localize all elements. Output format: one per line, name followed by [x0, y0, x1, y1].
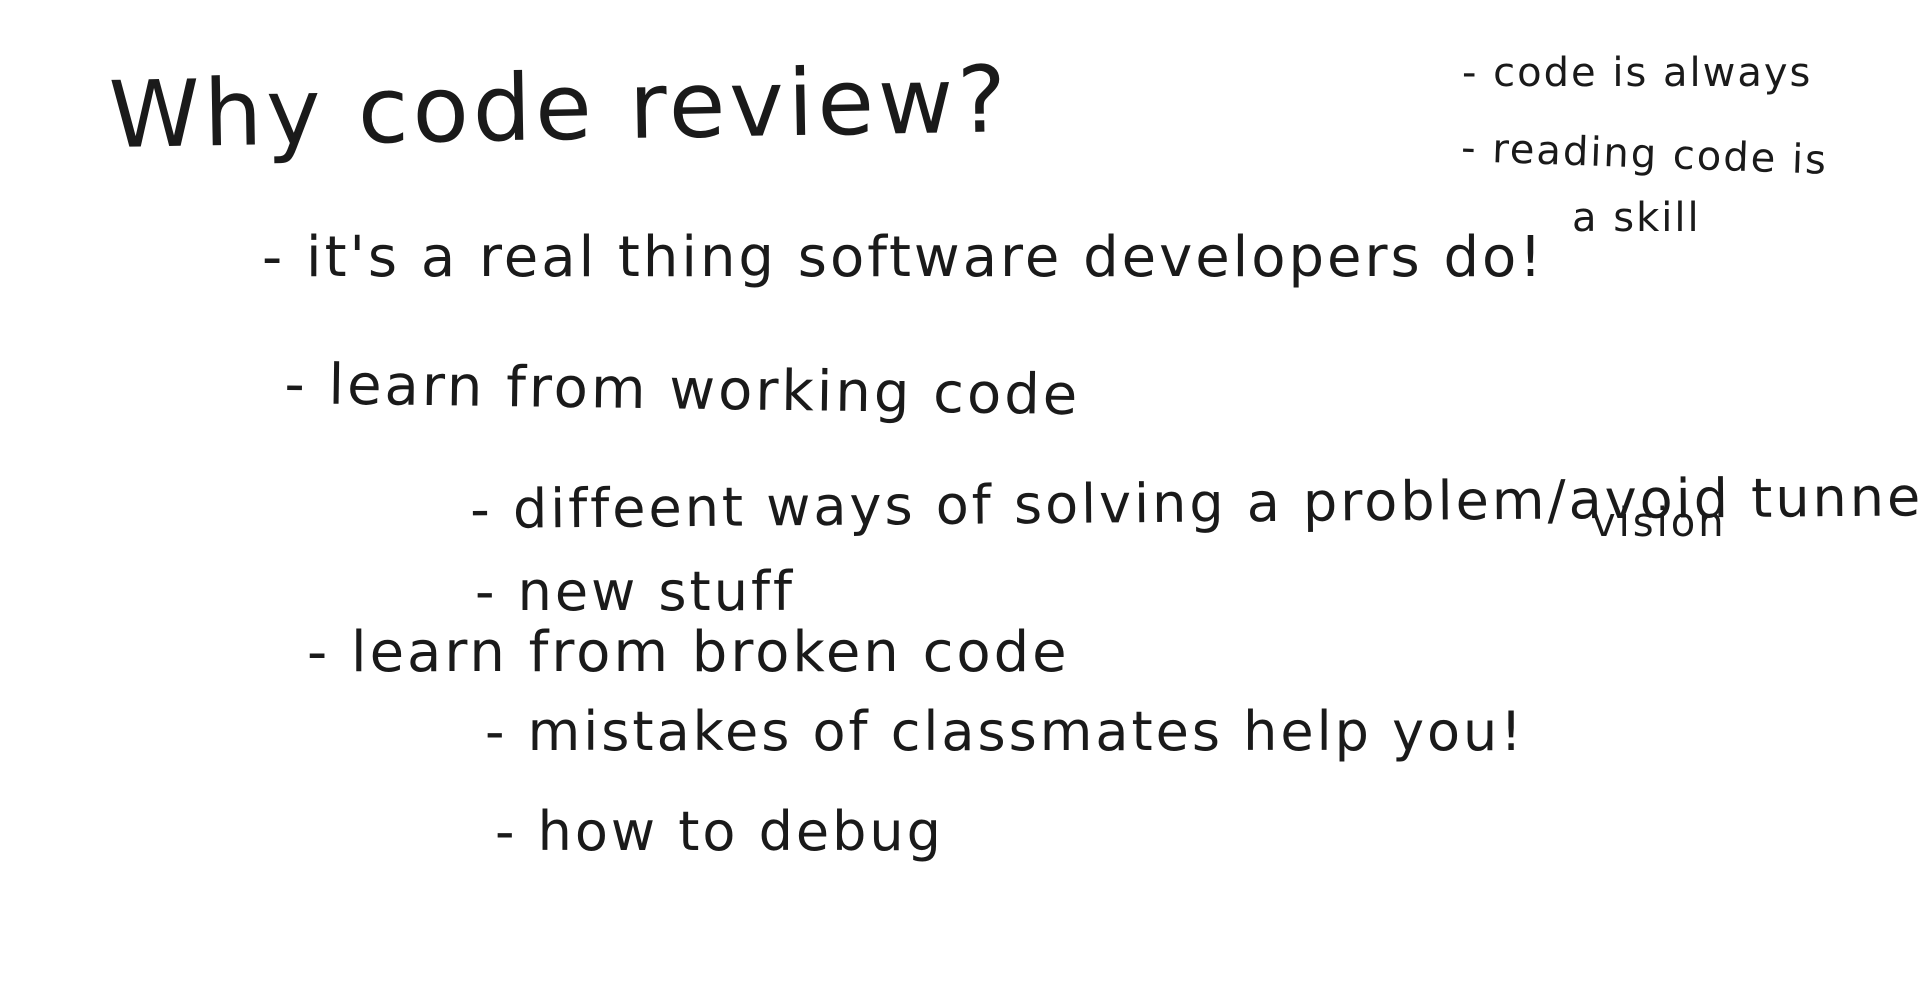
side-note-code-always: - code is always — [1462, 50, 1813, 96]
bullet-learn-working-code: - learn from working code — [284, 352, 1081, 429]
side-note-a-skill: a skill — [1572, 195, 1701, 241]
sub-bullet-mistakes-classmates: - mistakes of classmates help you! — [485, 700, 1525, 763]
bullet-learn-broken-code: - learn from broken code — [307, 620, 1070, 685]
page-title: Why code review? — [108, 46, 1011, 169]
side-note-reading-code: - reading code is — [1460, 125, 1829, 184]
sub-bullet-different-ways-continued: vision — [1592, 500, 1727, 546]
sub-bullet-new-stuff: - new stuff — [475, 560, 795, 623]
bullet-real-thing: - it's a real thing software developers … — [262, 225, 1545, 290]
sub-bullet-how-to-debug: - how to debug — [495, 800, 944, 863]
